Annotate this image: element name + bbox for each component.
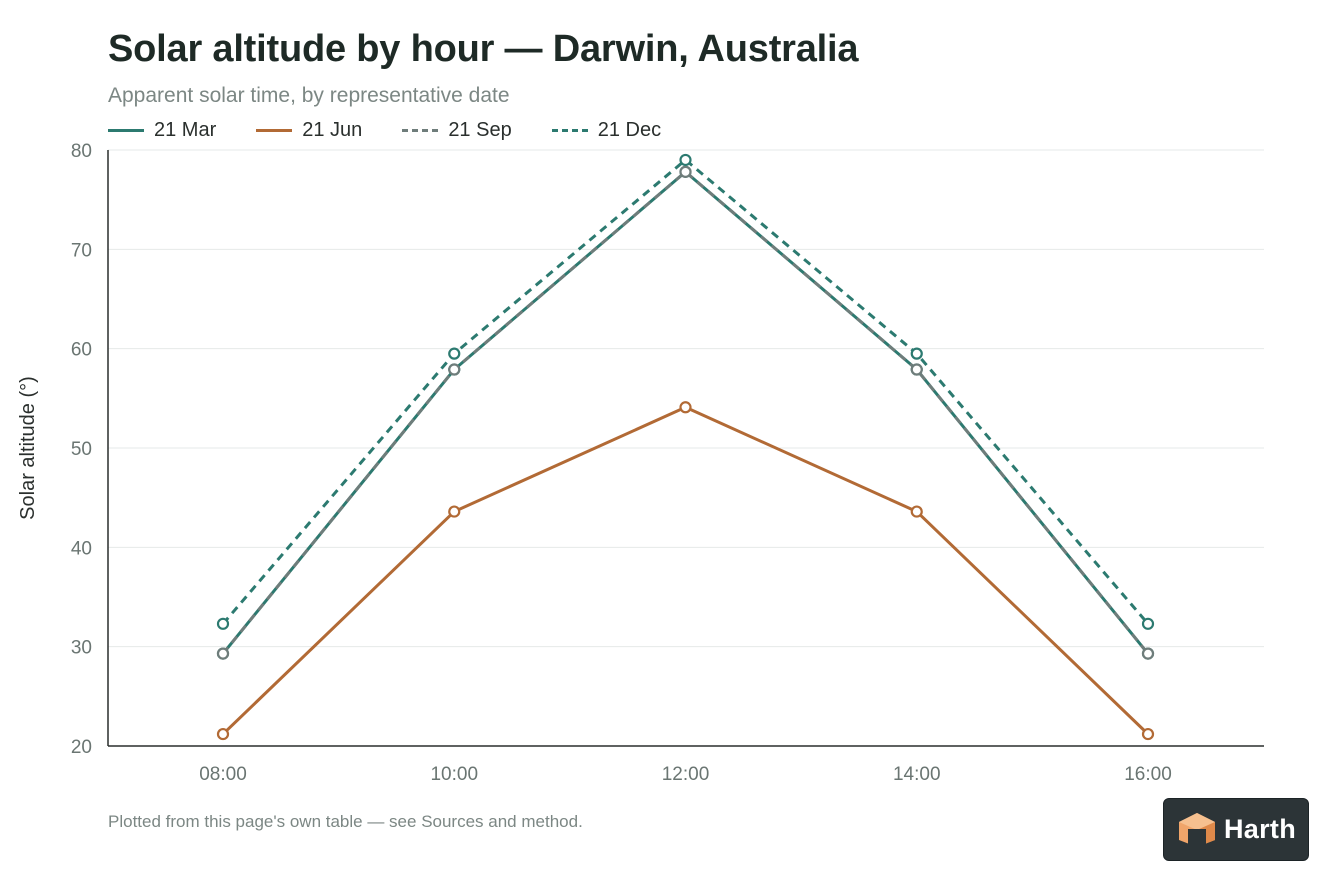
y-tick-label: 20 [71,737,92,758]
x-tick-label: 10:00 [430,764,478,785]
data-point-21-sep[interactable] [216,647,230,660]
footnote: Plotted from this page's own table — see… [108,812,583,831]
legend-swatch [551,129,588,132]
data-points [216,153,1155,741]
legend-label: 21 Mar [154,119,217,141]
legend-label: 21 Dec [597,119,662,141]
series-line-21-sep [221,170,1150,655]
legend-swatch [256,129,293,132]
data-point-21-sep[interactable] [448,363,461,376]
data-point-21-sep[interactable] [679,165,692,178]
data-point-21-jun[interactable] [679,401,692,414]
y-tick-label: 60 [71,340,92,361]
chart-subtitle: Apparent solar time, by representative d… [108,84,510,107]
y-axis-label: Solar altitude (°) [17,376,39,520]
legend-item-21-sep[interactable]: 21 Sep [402,119,512,142]
series-line-21-jun [221,405,1150,736]
gridlines [108,149,1264,648]
y-tick-label: 50 [71,439,92,460]
legend-item-21-dec[interactable]: 21 Dec [551,119,662,142]
harth-logo[interactable]: Harth [1163,798,1309,861]
data-point-21-jun[interactable] [216,727,230,741]
data-point-21-dec[interactable] [1141,617,1155,630]
chart-title: Solar altitude by hour — Darwin, Austral… [108,28,859,70]
legend-swatch [402,129,439,132]
data-point-21-dec[interactable] [910,347,923,360]
legend-label: 21 Jun [302,119,363,141]
series-lines [221,158,1150,736]
axes: 20 30 40 50 60 70 80 08:00 10:00 12:00 14:00 16:00 [71,141,1264,785]
legend-item-21-mar[interactable]: 21 Mar [108,119,216,142]
legend-swatch [108,129,144,132]
x-tick-label: 16:00 [1124,764,1172,785]
data-point-21-jun[interactable] [910,505,923,518]
data-point-21-dec[interactable] [448,347,461,360]
series-line-21-dec [221,158,1150,625]
y-tick-label: 70 [71,240,92,261]
x-tick-label: 14:00 [893,764,941,785]
data-point-21-sep[interactable] [910,363,923,376]
y-tick-label: 80 [71,141,92,162]
y-tick-label: 40 [71,538,92,559]
legend-item-21-jun[interactable]: 21 Jun [256,119,362,142]
x-tick-label: 08:00 [199,764,247,785]
logo-text: Harth [1223,814,1296,844]
legend: 21 Mar 21 Jun 21 Sep 21 Dec [108,119,661,142]
data-point-21-dec[interactable] [679,153,692,167]
data-point-21-dec[interactable] [216,617,230,630]
data-point-21-jun[interactable] [448,505,461,518]
harth-cube-logo-icon [1178,812,1215,847]
data-point-21-jun[interactable] [1141,727,1155,741]
y-tick-label: 30 [71,638,92,659]
legend-label: 21 Sep [448,119,512,141]
data-point-21-sep[interactable] [1141,647,1155,660]
x-tick-label: 12:00 [662,764,710,785]
